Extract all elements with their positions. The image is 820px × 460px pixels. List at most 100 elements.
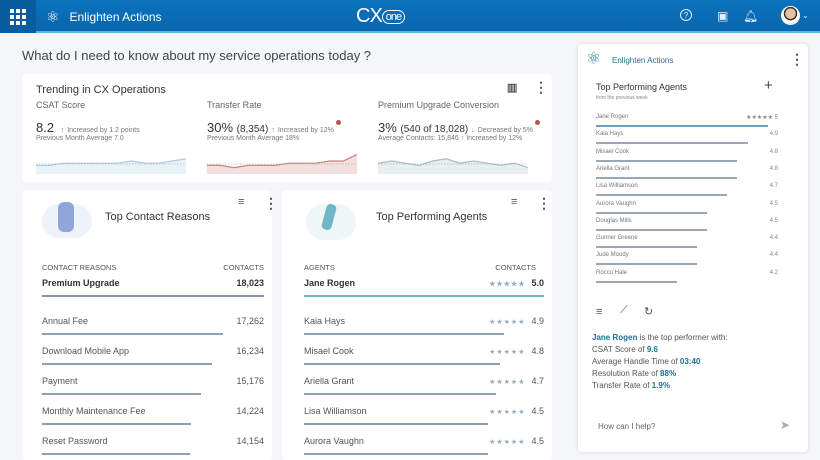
agent-list-item[interactable]: Jude Moody 4.4 [596,252,778,270]
agent-name: Aurora Vaughn [596,200,636,207]
list-view-icon[interactable]: ≡ [511,196,518,208]
agent-name: Douglas Mills [596,217,632,224]
help-icon[interactable]: ? [680,9,692,21]
table-row[interactable]: Download Mobile App 16,234 [42,346,264,368]
summary-value: 9.6 [646,345,658,354]
row-value: 16,234 [236,346,264,356]
summary-value: 88% [660,369,677,378]
rating-stars: ★★★★★ [489,379,526,386]
row-value: 14,154 [236,436,264,446]
bell-icon[interactable]: 🔔︎ [743,9,759,23]
summary-value: 1.9% [651,381,670,390]
enlighten-actions-panel: ⚛ Enlighten Actions ⋮ Top Performing Age… [578,44,808,452]
rating-stars: ★★★★★ [489,439,526,446]
score-bar [596,194,728,197]
metric-label: Transfer Rate [207,100,262,110]
presentation-icon[interactable]: ▣ [717,9,729,23]
agent-list-item[interactable]: Jane Rogen ★★★★★ 5 [596,114,778,132]
row-bar [304,333,504,335]
table-row[interactable]: Misael Cook ★★★★★ 4.8 [304,346,544,368]
agent-score: 4.5 [769,200,778,207]
agent-score: 4.9 [769,131,778,138]
table-row[interactable]: Annual Fee 17,262 [42,316,264,338]
table-row[interactable]: Monthly Maintenance Fee 14,224 [42,406,264,428]
summary-line: Average Handle Time of 03:40 [592,357,701,366]
metric-label: CSAT Score [36,100,86,110]
top-contact-reasons-card: Top Contact Reasons ≡ ⋮ CONTACT REASONS … [22,190,278,460]
panel-title: Enlighten Actions [612,56,674,65]
app-title: Enlighten Actions [69,10,162,24]
more-menu-icon[interactable]: ⋮ [534,79,548,95]
row-bar [42,423,191,425]
trending-card: Trending in CX Operations ▥ ⋮ CSAT Score… [22,74,552,182]
list-view-icon[interactable]: ≡ [238,196,245,208]
agent-list-item[interactable]: Misael Cook 4.8 [596,148,778,167]
agent-list-item[interactable]: Lisa Williamson 4.7 [596,183,778,201]
trend-up-icon: ↑ [60,127,65,134]
table-row[interactable]: Jane Rogen ★★★★★ 5.0 [304,278,544,300]
more-menu-icon[interactable]: ⋮ [537,195,551,211]
table-row[interactable]: Ariella Grant ★★★★★ 4.7 [304,376,544,398]
table-row[interactable]: Payment 15,176 [42,376,264,398]
table-row[interactable]: Aurora Vaughn ★★★★★ 4.5 [304,436,544,458]
row-name: Payment [42,376,78,386]
agent-score: 4.8 [769,165,778,172]
agent-list-item[interactable]: Ariella Grant 4.8 [596,166,778,184]
top-header: ⚛ Enlighten Actions CX one ? ▣ 🔔︎ ⌄ [0,0,820,33]
top-agents-card: Top Performing Agents ≡ ⋮ AGENTS CONTACT… [282,190,552,460]
alert-dot [535,120,540,125]
rating-stars: ★★★★★ [489,281,526,288]
illustration [42,202,92,238]
agent-list-item[interactable]: Gunner Greene 4.4 [596,235,778,253]
row-name: Download Mobile App [42,346,130,356]
row-name: Aurora Vaughn [304,436,364,446]
agent-list-item[interactable]: Aurora Vaughn 4.5 [596,200,778,219]
table-row[interactable]: Lisa Williamson ★★★★★ 4.5 [304,406,544,428]
column-header: AGENTS [304,263,335,272]
row-name: Kaia Hays [304,316,346,326]
line-chart-icon[interactable]: ⟋ [620,304,628,316]
chart-icon[interactable]: ▥ [507,82,518,94]
chat-input[interactable]: How can I help? [598,422,656,431]
alert-dot [335,120,341,125]
refresh-icon[interactable]: ↻ [644,306,654,318]
rating-stars: ★★★★★ [489,319,526,326]
app-launcher-button[interactable] [0,0,36,33]
row-value: 15,176 [236,376,264,386]
metric-value: 8.2 ↑ Increased by 1.2 points [36,120,140,135]
row-value: ★★★★★ 5.0 [489,278,544,288]
row-name: Ariella Grant [304,376,355,386]
row-name: Monthly Maintenance Fee [42,406,146,416]
score-bar [596,228,708,231]
more-menu-icon[interactable]: ⋮ [790,51,804,67]
table-row[interactable]: Premium Upgrade 18,023 [42,278,264,300]
score-bar [596,280,677,283]
row-value: 17,262 [236,316,264,326]
row-value: ★★★★★ 4.9 [489,316,544,326]
summary-value: 03:40 [679,357,701,366]
table-row[interactable]: Reset Password 14,154 [42,436,264,458]
agent-name: Misael Cook [596,148,630,155]
agent-list-item[interactable]: Douglas Mills 4.5 [596,217,778,236]
add-icon[interactable]: + [764,77,773,94]
metric-extra: (8,354) [236,124,269,135]
agent-list-item[interactable]: Rocco Hale 4.2 [596,270,778,288]
atom-icon: ⚛ [586,49,602,68]
trending-title: Trending in CX Operations [36,84,166,96]
avatar[interactable] [781,6,800,25]
atom-icon: ⚛ [46,9,60,26]
column-header: CONTACTS [495,263,536,272]
list-view-icon[interactable]: ≡ [596,306,603,318]
sparkline [207,153,358,174]
row-bar [42,333,223,335]
card-title: Top Performing Agents [596,82,688,92]
agent-list-item[interactable]: Kaia Hays 4.9 [596,131,778,149]
row-name: Misael Cook [304,346,354,356]
chevron-down-icon[interactable]: ⌄ [802,11,809,20]
summary-line: Transfer Rate of 1.9% [592,381,670,390]
send-icon[interactable]: ➤ [780,418,791,432]
table-row[interactable]: Kaia Hays ★★★★★ 4.9 [304,316,544,338]
more-menu-icon[interactable]: ⋮ [264,195,278,211]
row-name: Reset Password [42,436,108,446]
agent-score: 4.5 [769,217,778,224]
